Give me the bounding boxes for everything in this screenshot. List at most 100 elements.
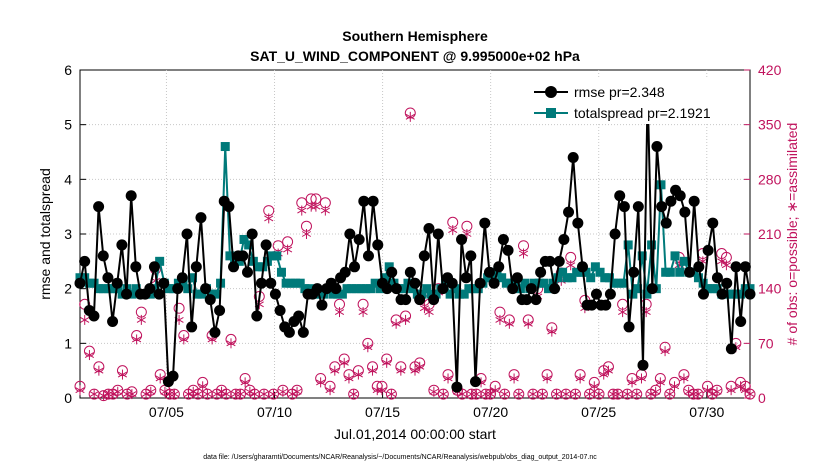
rmse-point	[651, 141, 663, 153]
assimilated-point	[438, 389, 448, 400]
right-y-tick-label: 420	[758, 62, 782, 78]
totalspread-point	[623, 240, 633, 250]
assimilated-point	[249, 389, 260, 400]
assimilated-point	[127, 389, 137, 400]
assimilated-point	[693, 389, 703, 400]
totalspread-point	[642, 289, 652, 299]
totalspread-point	[84, 278, 94, 288]
totalspread-point	[445, 289, 455, 299]
totalspread-point	[422, 284, 432, 294]
rmse-point	[511, 272, 523, 284]
totalspread-point	[94, 284, 104, 294]
rmse-point	[283, 326, 295, 338]
rmse-point	[107, 315, 119, 327]
rmse-point	[735, 315, 747, 327]
assimilated-point	[193, 389, 203, 400]
assimilated-point	[94, 365, 104, 376]
rmse-point	[330, 283, 342, 295]
y-tick-label: 3	[64, 226, 72, 242]
totalspread-point	[281, 278, 291, 288]
assimilated-point	[514, 389, 524, 400]
assimilated-point	[424, 307, 434, 318]
assimilated-point	[679, 373, 689, 384]
assimilated-point	[372, 385, 382, 396]
totalspread-point	[108, 284, 118, 294]
right-y-axis: 0 70 140 210 280 350 420	[744, 62, 782, 406]
rmse-point	[479, 217, 491, 229]
rmse-point	[632, 201, 644, 213]
assimilated-point	[391, 318, 401, 329]
assimilated-point	[504, 318, 514, 329]
totalspread-point	[351, 284, 361, 294]
rmse-point	[344, 228, 356, 240]
rmse-point	[521, 294, 533, 306]
legend-spread-label: totalspread pr=2.1921	[574, 105, 711, 121]
assimilated-point	[283, 244, 293, 255]
rmse-point	[404, 266, 416, 278]
y-axis: 0 1 2 3 4 5 6	[64, 62, 86, 406]
assimilated-point	[523, 318, 533, 329]
totalspread-point	[319, 289, 329, 299]
rmse-point	[535, 266, 547, 278]
assimilated-point	[570, 389, 581, 400]
rmse-point	[144, 283, 156, 295]
rmse-point	[97, 250, 109, 262]
right-y-tick-label: 70	[758, 335, 774, 351]
rmse-point	[711, 272, 723, 284]
totalspread-point	[417, 289, 427, 299]
assimilated-point	[259, 389, 269, 400]
rmse-point	[381, 283, 393, 295]
totalspread-point	[291, 278, 301, 288]
rmse-point	[730, 261, 742, 273]
totalspread-point	[464, 284, 474, 294]
assimilated-point	[721, 260, 731, 271]
assimilated-point	[509, 373, 519, 384]
totalspread-point	[637, 251, 647, 261]
totalspread-point	[337, 289, 347, 299]
totalspread-point	[380, 273, 390, 283]
rmse-point	[79, 255, 91, 267]
totalspread-point	[609, 278, 619, 288]
rmse-point	[414, 294, 426, 306]
assimilated-point	[495, 314, 505, 325]
assimilated-point	[80, 314, 90, 325]
rmse-point	[186, 321, 198, 333]
totalspread-point	[234, 256, 244, 266]
totalspread-point	[365, 284, 375, 294]
rmse-point	[460, 272, 472, 284]
totalspread-point	[675, 267, 685, 277]
totalspread-point	[698, 278, 708, 288]
totalspread-point	[131, 284, 141, 294]
totalspread-point	[726, 289, 736, 299]
rmse-point	[111, 277, 123, 289]
x-tick-label: 07/10	[257, 404, 292, 420]
rmse-point	[567, 151, 579, 163]
x-axis: 07/05 07/10 07/15 07/20 07/25 07/30	[149, 392, 724, 420]
rmse-point	[721, 277, 733, 289]
totalspread-point	[183, 284, 193, 294]
rmse-point	[618, 201, 630, 213]
totalspread-point	[567, 273, 577, 283]
data-file-footnote: data file: /Users/gharamti/Documents/NCA…	[203, 454, 597, 461]
rmse-point	[530, 294, 542, 306]
assimilated-point	[198, 381, 208, 392]
assimilated-point	[122, 389, 132, 400]
assimilated-point	[419, 303, 430, 314]
assimilated-point	[632, 389, 642, 400]
assimilated-point	[278, 386, 288, 397]
rmse-point	[116, 239, 128, 251]
totalspread-point	[553, 273, 563, 283]
chart-title: Southern Hemisphere	[342, 28, 488, 44]
rmse-point	[228, 261, 240, 273]
rmse-point	[474, 277, 486, 289]
totalspread-point	[267, 251, 277, 261]
legend-rmse-label: rmse pr=2.348	[574, 84, 665, 100]
assimilated-point	[179, 334, 189, 345]
rmse-point	[237, 250, 249, 262]
rmse-point	[190, 261, 202, 273]
assimilated-point	[485, 389, 496, 400]
assimilated-point	[448, 225, 458, 236]
rmse-point	[488, 277, 500, 289]
totalspread-point	[600, 273, 610, 283]
assimilated-point	[745, 389, 755, 400]
